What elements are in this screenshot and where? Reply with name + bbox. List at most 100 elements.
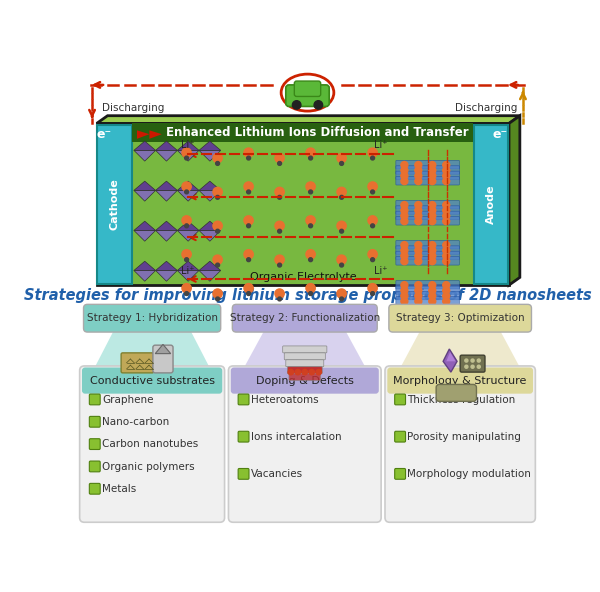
FancyBboxPatch shape — [396, 217, 460, 225]
Circle shape — [371, 156, 374, 160]
Circle shape — [415, 258, 422, 265]
Circle shape — [278, 297, 281, 301]
Circle shape — [306, 182, 315, 191]
FancyBboxPatch shape — [238, 394, 249, 405]
Circle shape — [213, 221, 222, 230]
Circle shape — [368, 148, 377, 157]
Circle shape — [278, 263, 281, 267]
Circle shape — [401, 287, 408, 294]
Polygon shape — [178, 191, 199, 201]
Circle shape — [415, 213, 422, 219]
Circle shape — [371, 224, 374, 228]
Circle shape — [443, 167, 450, 174]
Polygon shape — [134, 191, 155, 201]
Circle shape — [182, 216, 191, 225]
Circle shape — [368, 284, 377, 293]
Circle shape — [429, 207, 436, 214]
Circle shape — [340, 297, 344, 301]
Circle shape — [292, 101, 301, 109]
Circle shape — [415, 292, 422, 300]
Polygon shape — [149, 130, 162, 139]
FancyBboxPatch shape — [89, 394, 100, 405]
Circle shape — [244, 284, 253, 293]
FancyBboxPatch shape — [396, 171, 460, 179]
FancyBboxPatch shape — [97, 123, 509, 285]
Polygon shape — [178, 181, 199, 191]
Circle shape — [401, 207, 408, 214]
Text: Li⁺: Li⁺ — [181, 266, 195, 276]
FancyBboxPatch shape — [89, 416, 100, 427]
Circle shape — [443, 247, 450, 254]
Polygon shape — [134, 230, 155, 241]
Circle shape — [415, 218, 422, 224]
FancyBboxPatch shape — [388, 368, 533, 394]
Circle shape — [244, 216, 253, 225]
Circle shape — [275, 289, 284, 298]
FancyBboxPatch shape — [97, 125, 131, 284]
Circle shape — [185, 258, 188, 262]
FancyBboxPatch shape — [287, 366, 322, 374]
Circle shape — [401, 282, 408, 288]
Polygon shape — [155, 230, 178, 241]
Circle shape — [213, 187, 222, 197]
Circle shape — [415, 178, 422, 185]
Text: Thickness regulation: Thickness regulation — [407, 395, 516, 405]
FancyBboxPatch shape — [396, 297, 460, 305]
Circle shape — [213, 289, 222, 298]
Text: Carbon nanotubes: Carbon nanotubes — [102, 439, 199, 449]
Text: Li⁺: Li⁺ — [374, 266, 387, 276]
Circle shape — [288, 369, 293, 375]
Polygon shape — [199, 141, 221, 150]
FancyBboxPatch shape — [231, 368, 379, 394]
Text: Enhanced Lithium Ions Diffusion and Transfer: Enhanced Lithium Ions Diffusion and Tran… — [166, 126, 469, 139]
Polygon shape — [199, 230, 221, 241]
Circle shape — [247, 292, 251, 295]
Text: Graphene: Graphene — [102, 395, 154, 405]
Circle shape — [278, 195, 281, 200]
Circle shape — [182, 250, 191, 259]
Circle shape — [443, 282, 450, 288]
Text: Ions intercalation: Ions intercalation — [251, 432, 341, 442]
Circle shape — [415, 207, 422, 214]
Circle shape — [213, 153, 222, 163]
Polygon shape — [155, 261, 178, 271]
Polygon shape — [137, 130, 149, 139]
Text: Metals: Metals — [102, 484, 136, 494]
Circle shape — [443, 287, 450, 294]
Circle shape — [429, 213, 436, 219]
Circle shape — [337, 153, 346, 163]
FancyBboxPatch shape — [286, 85, 329, 107]
Circle shape — [415, 162, 422, 169]
Circle shape — [275, 255, 284, 264]
Circle shape — [185, 292, 188, 295]
Text: Organic polymers: Organic polymers — [102, 462, 195, 472]
FancyBboxPatch shape — [153, 345, 173, 373]
FancyBboxPatch shape — [286, 360, 324, 366]
Text: Li⁺: Li⁺ — [374, 140, 387, 150]
Circle shape — [415, 298, 422, 305]
Circle shape — [247, 190, 251, 194]
Text: Discharging: Discharging — [455, 103, 517, 113]
Circle shape — [477, 359, 481, 362]
Polygon shape — [91, 330, 213, 374]
Circle shape — [401, 258, 408, 265]
Circle shape — [401, 247, 408, 254]
FancyBboxPatch shape — [238, 468, 249, 480]
Circle shape — [371, 258, 374, 262]
Polygon shape — [134, 141, 155, 150]
Text: Porosity manipulating: Porosity manipulating — [407, 432, 521, 442]
Polygon shape — [443, 349, 457, 372]
Circle shape — [443, 213, 450, 219]
Polygon shape — [155, 221, 178, 230]
FancyBboxPatch shape — [395, 431, 406, 442]
Circle shape — [340, 229, 344, 233]
Circle shape — [215, 229, 220, 233]
Circle shape — [316, 369, 322, 375]
Circle shape — [295, 369, 301, 375]
Circle shape — [443, 258, 450, 265]
Circle shape — [340, 162, 344, 165]
FancyBboxPatch shape — [289, 374, 320, 381]
FancyBboxPatch shape — [89, 461, 100, 472]
Circle shape — [337, 187, 346, 197]
Circle shape — [471, 365, 474, 368]
